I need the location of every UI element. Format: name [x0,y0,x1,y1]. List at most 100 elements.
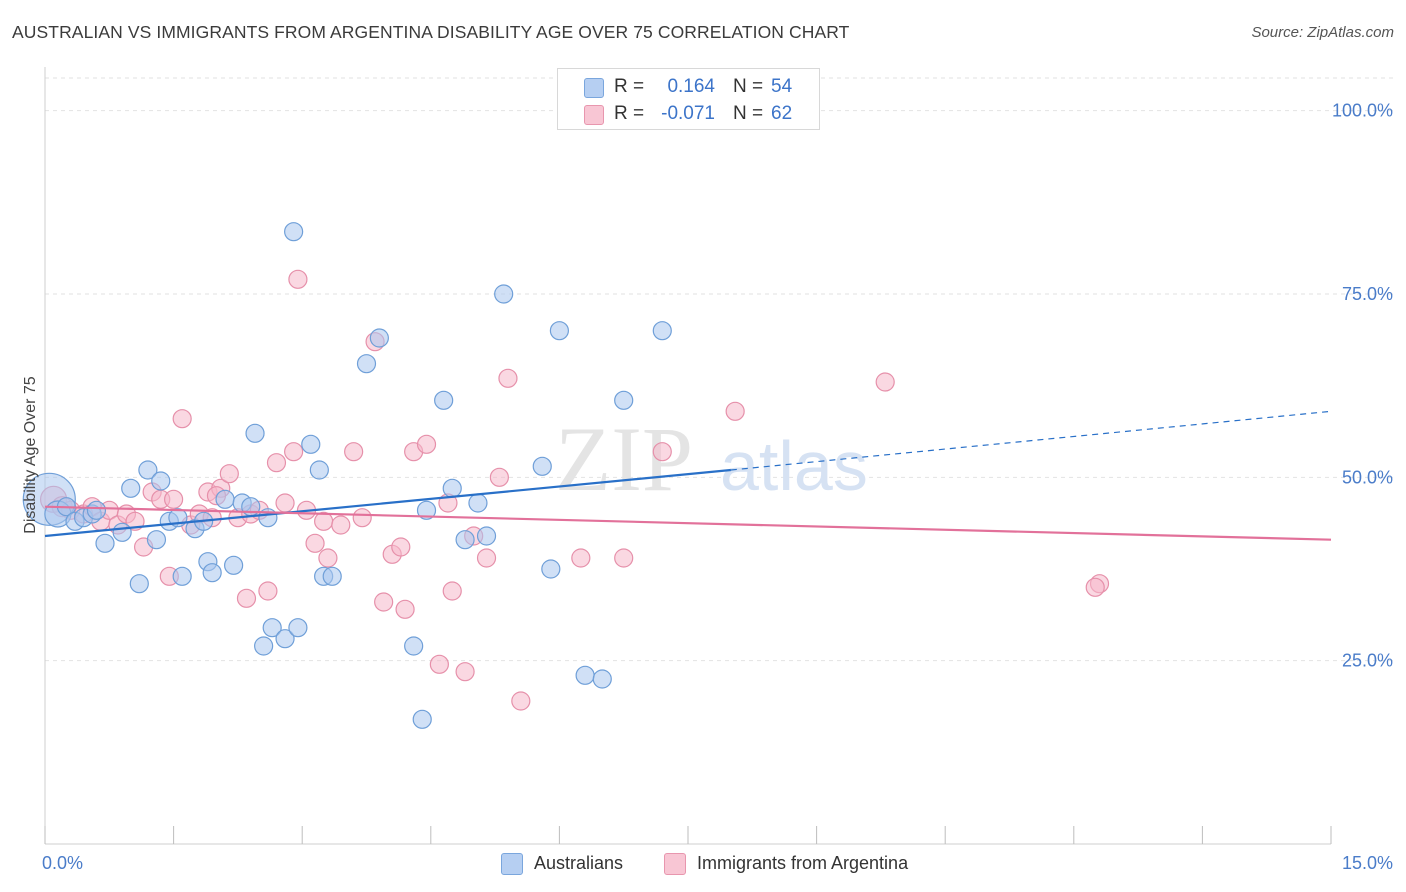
australians-point [369,328,389,348]
bottom-legend-swatch-pink [664,853,686,875]
watermark: ZIP atlas [555,408,868,510]
y-tick-label: 50.0% [1342,467,1393,487]
argentina-point [164,489,184,509]
australians-point [322,566,342,586]
argentina-point [331,515,351,535]
australians-point [288,618,308,638]
australians-point [309,460,329,480]
y-axis-label: Disability Age Over 75 [22,376,39,534]
argentina-point [352,508,372,528]
argentina-point [284,442,304,462]
legend-row-argentina: R = -0.071 N = 62 [558,101,819,127]
argentina-point [395,599,415,619]
legend-n-label: N = [733,103,764,124]
argentina-point [391,537,411,557]
australians-trend-extension [730,410,1332,471]
australians-point [95,533,115,553]
legend-swatch-pink [584,105,604,125]
australians-point [301,434,321,454]
australians-point [284,222,304,242]
australians-point [442,478,462,498]
argentina-point [416,434,437,454]
x-tick-label-min: 0.0% [42,853,83,873]
australians-trend-line [44,468,731,538]
australians-point [455,530,475,550]
argentina-point [344,442,364,462]
australians-point [275,629,295,649]
australians-point [138,460,158,480]
y-tick-label: 25.0% [1342,651,1393,671]
argentina-point [1085,577,1105,597]
watermark-atlas: atlas [720,427,868,505]
argentina-point [442,581,462,601]
legend-r-label: R = [614,103,645,124]
argentina-point [236,588,257,608]
grid-layer [45,77,1395,662]
australians-point [652,321,672,341]
argentina-trend-line [44,505,1332,541]
australians-point [224,555,244,575]
source-credit: Source: ZipAtlas.com [1251,24,1394,41]
chart-title: AUSTRALIAN VS IMMIGRANTS FROM ARGENTINA … [12,22,850,42]
argentina-point [652,442,672,462]
argentina-point [725,401,745,421]
australians-point [575,665,595,685]
australians-point [151,471,171,491]
australians-point [172,566,192,586]
x-tick-label-max: 15.0% [1342,853,1393,873]
argentina-point [374,592,394,612]
australians-point [412,709,432,729]
argentina-point [288,269,308,289]
australians-point [532,456,552,476]
australians-point [254,636,274,656]
australians-point [541,559,561,579]
argentina-point [875,372,895,392]
australians-point [614,390,634,410]
australians-point [146,530,167,550]
bottom-legend-label: Immigrants from Argentina [697,853,909,873]
argentina-point [275,493,295,513]
australians-point [592,669,612,689]
argentina-point [476,548,497,568]
argentina-point [571,548,591,568]
trend-layer [44,410,1332,541]
legend-n-value: 62 [771,103,793,124]
correlation-legend: R = 0.164 N = 54 R = -0.071 N = 62 [557,68,820,130]
argentina-point [489,467,509,487]
argentina-point [429,654,449,674]
australians-point [262,618,282,638]
watermark-zip: ZIP [555,408,693,510]
y-tick-label: 75.0% [1342,284,1393,304]
australians-point [494,284,514,304]
australians-point [434,390,454,410]
axis-layer: 25.0% 50.0% 75.0% 100.0% 0.0% 15.0% [42,67,1393,873]
argentina-point [455,662,475,682]
australians-point [86,500,107,520]
legend-swatch-blue [584,78,604,98]
argentina-point [172,409,192,429]
australians-point [549,321,570,341]
y-tick-label: 100.0% [1332,101,1393,121]
australians-point [215,489,235,509]
australians-point [404,636,424,656]
argentina-point [318,548,338,568]
australians-point [245,423,265,443]
australians-point [129,574,149,594]
legend-n-value: 54 [771,76,793,97]
argentina-point [511,691,531,711]
bottom-legend-swatch-blue [501,853,523,875]
argentina-point [305,533,325,553]
argentina-point [219,464,239,484]
argentina-point [614,548,634,568]
legend-row-australians: R = 0.164 N = 54 [558,74,819,100]
legend-n-label: N = [733,76,764,97]
argentina-point [266,453,287,473]
argentina-point [258,581,278,601]
australians-point [356,354,377,374]
legend-r-label: R = [614,76,645,97]
argentina-point [498,368,518,388]
australians-point [468,493,488,513]
legend-r-value: -0.071 [661,103,715,124]
legend-r-value: 0.164 [667,76,715,97]
